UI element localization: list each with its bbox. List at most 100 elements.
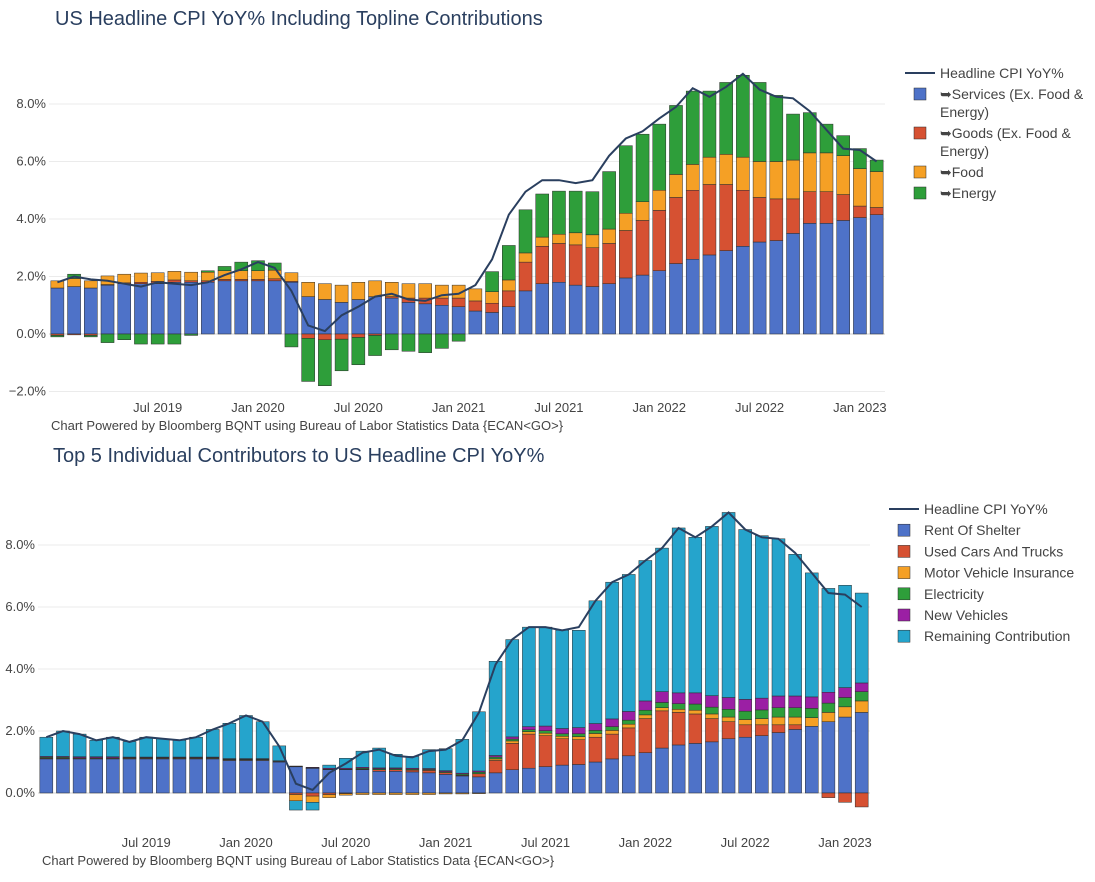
- bar-segment: [821, 588, 836, 693]
- y-tick-label: −2.0%: [9, 384, 47, 399]
- bar-segment: [305, 767, 320, 769]
- bar-segment: [755, 718, 769, 726]
- bar-segment: [771, 716, 786, 726]
- bar-segment: [588, 730, 603, 734]
- bar-segment: [222, 760, 237, 794]
- bar-segment: [455, 739, 470, 774]
- bar-segment: [401, 283, 416, 299]
- bar-segment: [172, 758, 187, 794]
- bar-segment: [755, 535, 769, 699]
- legend-item-label: ➥Food: [940, 164, 984, 180]
- y-tick-label: 0.0%: [5, 785, 35, 800]
- bar-segment: [736, 75, 750, 158]
- chart2-title: Top 5 Individual Contributors to US Head…: [53, 445, 545, 467]
- bar-segment: [289, 794, 303, 801]
- bar-segment: [334, 338, 349, 372]
- bar-segment: [671, 703, 686, 710]
- bar-segment: [351, 337, 366, 366]
- x-tick-label: Jul 2020: [321, 835, 370, 850]
- bar-segment: [384, 333, 399, 351]
- bar-segment: [422, 772, 436, 794]
- x-tick-label: Jul 2019: [133, 400, 182, 415]
- bar-segment: [671, 709, 686, 713]
- bar-segment: [318, 339, 332, 386]
- legend-item-label: Energy): [940, 104, 989, 120]
- bar-segment: [635, 133, 650, 202]
- chart2-caption: Chart Powered by Bloomberg BQNT using Bu…: [42, 853, 555, 868]
- bar-segment: [838, 697, 852, 708]
- bar-segment: [721, 716, 736, 722]
- bar-segment: [838, 716, 852, 794]
- bar-segment: [821, 712, 836, 722]
- legend-item-label: Motor Vehicle Insurance: [924, 565, 1074, 581]
- x-tick-label: Jul 2022: [721, 835, 770, 850]
- bar-segment: [372, 792, 386, 795]
- bar-segment: [405, 792, 420, 795]
- bar-segment: [655, 710, 669, 749]
- bar-segment: [134, 272, 148, 283]
- bar-segment: [422, 770, 436, 774]
- bar-segment: [705, 741, 719, 794]
- bar-segment: [122, 758, 137, 794]
- bar-segment: [786, 113, 800, 161]
- bar-segment: [502, 245, 516, 281]
- headline-cpi-line: [57, 72, 878, 333]
- bar-segment: [50, 280, 65, 289]
- bar-segment: [505, 769, 519, 794]
- legend-item-headline: Headline CPI YoY%: [924, 501, 1048, 517]
- y-tick-label: 8.0%: [5, 537, 35, 552]
- bar-segment: [305, 792, 320, 797]
- bar-segment: [505, 743, 519, 771]
- bar-segment: [719, 82, 733, 155]
- bar-segment: [805, 696, 819, 709]
- bar-segment: [752, 82, 767, 162]
- bar-segment: [189, 758, 203, 794]
- legend-swatch: [897, 545, 911, 558]
- bar-segment: [438, 772, 453, 775]
- bar-segment: [555, 733, 569, 737]
- legend-item-label: ➥Services (Ex. Food &: [940, 86, 1084, 102]
- bar-segment: [255, 760, 270, 794]
- bar-segment: [89, 758, 103, 794]
- bar-segment: [605, 718, 619, 727]
- bar-segment: [771, 724, 786, 733]
- bar-segment: [167, 271, 182, 281]
- bar-segment: [771, 538, 786, 697]
- bar-segment: [455, 792, 470, 795]
- bar-segment: [184, 333, 198, 336]
- bar-segment: [301, 282, 315, 297]
- bar-segment: [572, 630, 586, 728]
- x-tick-label: Jan 2022: [619, 835, 673, 850]
- legend-item-label: ➥Energy: [940, 185, 996, 201]
- bar-segment: [853, 148, 867, 169]
- x-tick-label: Jul 2021: [521, 835, 570, 850]
- bar-segment: [538, 732, 553, 736]
- bar-segment: [438, 748, 453, 771]
- bar-segment: [638, 709, 653, 716]
- bar-segment: [72, 758, 87, 794]
- bars-group: [50, 75, 884, 386]
- bar-segment: [821, 792, 836, 798]
- bar-segment: [289, 800, 303, 811]
- legend-item-label: Energy): [940, 143, 989, 159]
- bar-segment: [771, 707, 786, 718]
- bar-segment: [552, 190, 566, 235]
- bar-segment: [605, 581, 619, 720]
- headline-cpi-line: [45, 511, 863, 792]
- bar-segment: [172, 740, 187, 758]
- bar-segment: [572, 764, 586, 794]
- bar-segment: [685, 90, 700, 165]
- bar-segment: [638, 700, 653, 711]
- bar-segment: [56, 730, 70, 757]
- bar-segment: [705, 718, 719, 743]
- bar-segment: [535, 193, 550, 238]
- bar-segment: [156, 758, 170, 794]
- bar-segment: [217, 266, 232, 271]
- bar-segment: [788, 724, 802, 730]
- bar-segment: [284, 272, 299, 282]
- bar-segment: [488, 772, 503, 794]
- bar-segment: [150, 333, 165, 345]
- bar-segment: [389, 754, 403, 769]
- bar-segment: [671, 744, 686, 794]
- bar-segment: [755, 735, 769, 794]
